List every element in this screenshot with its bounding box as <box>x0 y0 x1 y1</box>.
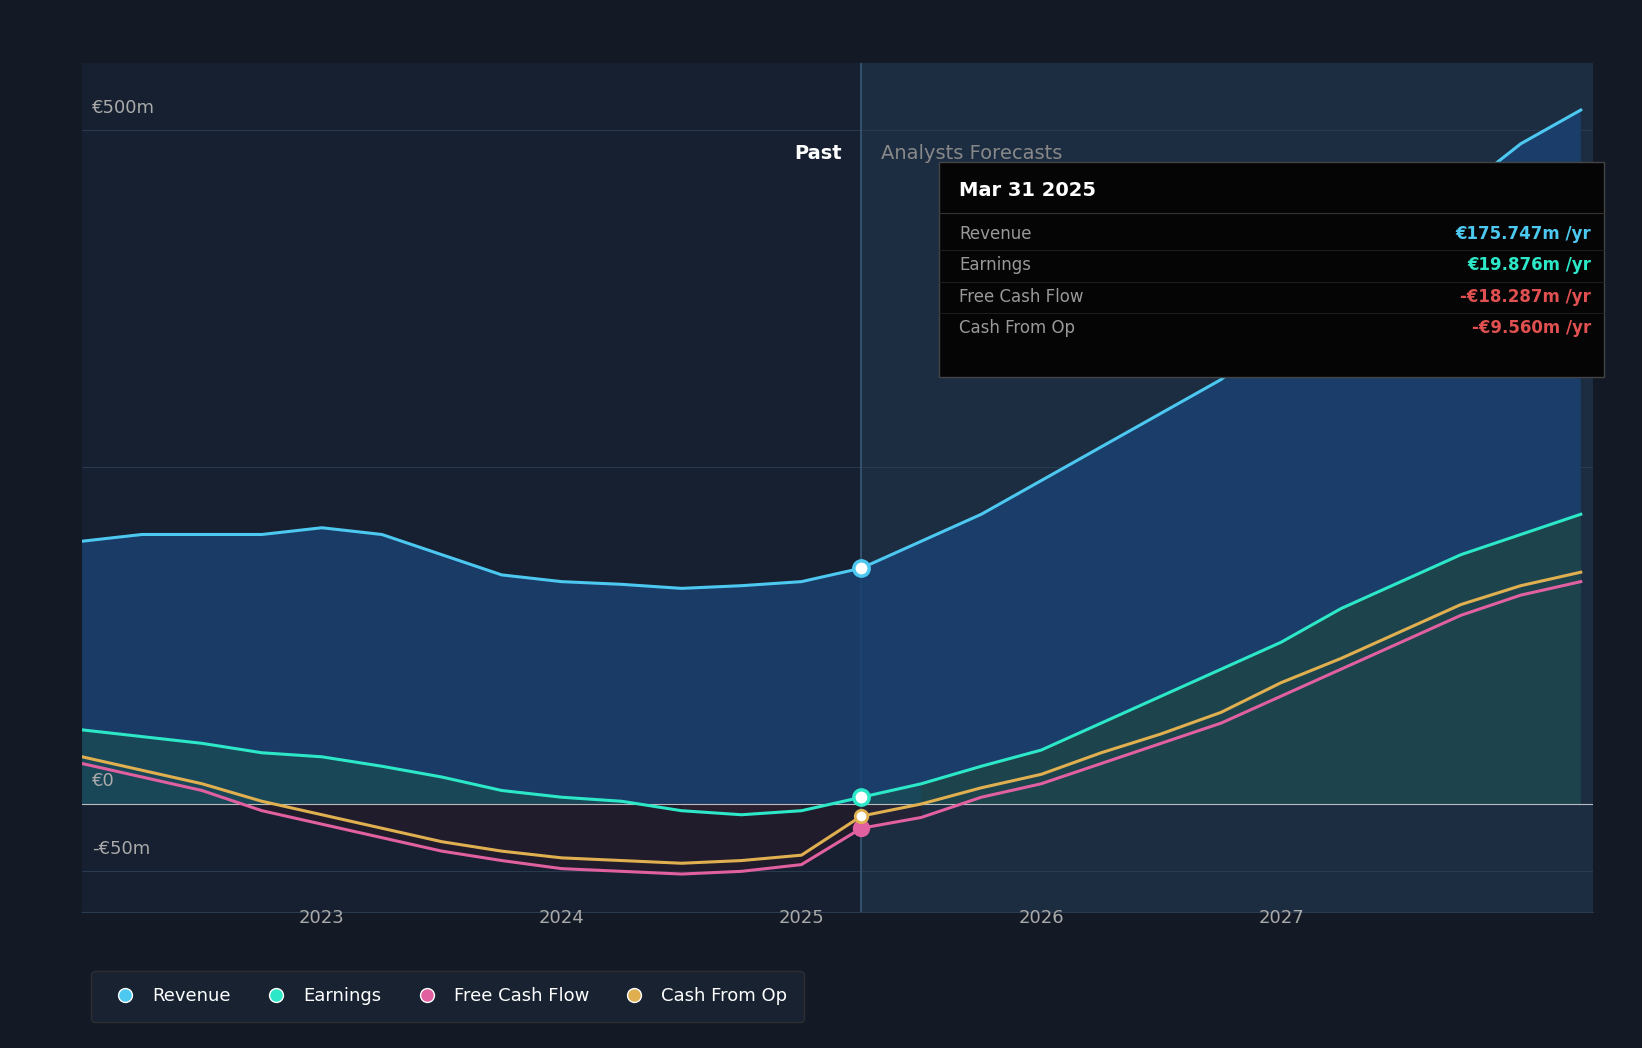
Text: Free Cash Flow: Free Cash Flow <box>959 287 1084 306</box>
Text: €175.747m /yr: €175.747m /yr <box>1455 224 1591 243</box>
Text: Past: Past <box>795 144 842 162</box>
Text: 2027: 2027 <box>1258 909 1304 927</box>
Text: -€18.287m /yr: -€18.287m /yr <box>1460 287 1591 306</box>
Bar <box>862 63 1593 912</box>
Text: 2025: 2025 <box>778 909 824 927</box>
Text: Mar 31 2025: Mar 31 2025 <box>959 181 1095 200</box>
Text: Cash From Op: Cash From Op <box>959 319 1076 337</box>
Text: Earnings: Earnings <box>959 256 1031 275</box>
Text: -€9.560m /yr: -€9.560m /yr <box>1471 319 1591 337</box>
Bar <box>82 63 862 912</box>
Text: Revenue: Revenue <box>959 224 1031 243</box>
Text: Analysts Forecasts: Analysts Forecasts <box>880 144 1062 162</box>
Text: -€50m: -€50m <box>92 839 149 858</box>
Legend: Revenue, Earnings, Free Cash Flow, Cash From Op: Revenue, Earnings, Free Cash Flow, Cash … <box>90 971 803 1022</box>
Text: €500m: €500m <box>92 99 154 116</box>
Text: 2026: 2026 <box>1018 909 1064 927</box>
Text: €0: €0 <box>92 772 115 790</box>
Text: 2024: 2024 <box>539 909 585 927</box>
Text: 2023: 2023 <box>299 909 345 927</box>
Text: €19.876m /yr: €19.876m /yr <box>1466 256 1591 275</box>
